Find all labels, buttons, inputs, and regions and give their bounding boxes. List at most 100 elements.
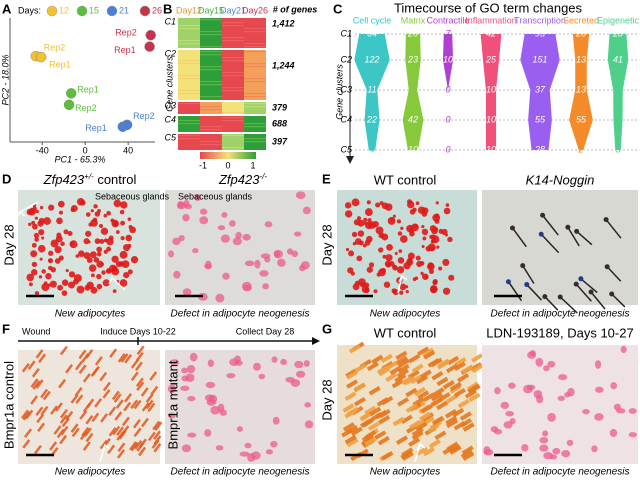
- cell: [86, 257, 93, 263]
- cell: [100, 227, 109, 235]
- row-label: C2: [340, 54, 352, 64]
- cell: [412, 397, 425, 407]
- cell: [434, 430, 447, 441]
- hair: [605, 219, 622, 239]
- cell: [31, 242, 37, 248]
- cell: [96, 251, 102, 257]
- cell: [74, 360, 83, 371]
- cell: [68, 271, 76, 278]
- cell: [124, 354, 133, 364]
- cell: [235, 231, 242, 239]
- cell: [220, 234, 230, 243]
- cell: [394, 251, 398, 255]
- cell: [22, 439, 31, 449]
- cell: [628, 408, 637, 414]
- cell: [285, 376, 295, 383]
- heatmap-stripe: [178, 40, 200, 42]
- cell: [344, 391, 357, 401]
- cell: [442, 380, 455, 390]
- cell: [167, 412, 176, 419]
- cell: [362, 435, 375, 445]
- cell: [24, 428, 33, 438]
- cell: [181, 444, 191, 453]
- cell: [407, 252, 415, 260]
- cell: [344, 202, 352, 209]
- cell: [420, 271, 424, 276]
- cell: [71, 427, 80, 438]
- cell: [549, 454, 557, 460]
- term-label: Epigenetic: [597, 15, 640, 25]
- heatmap-stripe: [244, 141, 266, 143]
- cell: [405, 289, 409, 294]
- cell: [521, 444, 529, 452]
- caption: Defect in adipocyte neogenesis: [491, 467, 630, 478]
- cell: [199, 208, 208, 215]
- cell: [121, 260, 130, 269]
- cell: [21, 362, 30, 373]
- cell: [78, 250, 85, 258]
- cell: [483, 449, 494, 456]
- count-label: 11: [367, 84, 376, 94]
- cell: [37, 244, 46, 253]
- heatmap-stripe: [244, 31, 266, 33]
- cell: [115, 399, 124, 409]
- cell: [138, 446, 147, 457]
- cell: [78, 364, 87, 374]
- hair: [576, 230, 593, 246]
- cell: [152, 420, 161, 431]
- point-label: Rep2: [75, 103, 97, 113]
- hair: [526, 284, 543, 301]
- cell: [30, 395, 39, 405]
- cell: [293, 231, 302, 237]
- cell: [421, 228, 429, 236]
- cell: [60, 425, 69, 436]
- cell: [435, 201, 439, 205]
- cell: [378, 268, 386, 277]
- cell: [394, 373, 407, 383]
- heatmap-stripe: [200, 66, 222, 68]
- cell: [37, 422, 46, 433]
- cell: [527, 351, 537, 359]
- cell: [382, 254, 387, 259]
- cell: [369, 406, 382, 417]
- cell: [381, 451, 394, 461]
- follicle: [557, 294, 563, 300]
- cell: [121, 416, 130, 427]
- arrow: [16, 201, 39, 219]
- panel-label: D: [2, 171, 11, 186]
- row-label: C5: [340, 144, 352, 154]
- cell: [111, 267, 120, 276]
- heatmap-stripe: [178, 43, 200, 45]
- cell: [85, 230, 92, 237]
- cell: [272, 416, 280, 425]
- hair: [567, 226, 580, 247]
- heatmap-stripe: [222, 120, 244, 122]
- cell: [94, 398, 103, 408]
- cell: [85, 349, 94, 359]
- cell: [173, 270, 181, 279]
- heatmap-stripe: [244, 63, 266, 65]
- cell: [395, 350, 408, 361]
- cell: [422, 236, 427, 241]
- cell: [96, 273, 102, 280]
- hair: [606, 266, 622, 282]
- heatmap-stripe: [222, 22, 244, 24]
- cell: [430, 392, 443, 402]
- cell: [353, 396, 366, 407]
- x-tick-label: 0: [83, 145, 88, 155]
- cell: [408, 353, 421, 364]
- cell: [31, 261, 38, 268]
- cell: [31, 220, 36, 225]
- cell: [542, 430, 549, 437]
- heatmap-cell: [200, 50, 222, 100]
- cell: [117, 442, 126, 453]
- cell: [254, 259, 261, 269]
- cell: [75, 394, 84, 404]
- cell: [613, 403, 622, 411]
- legend-swatch: [139, 5, 151, 17]
- cell: [109, 348, 118, 358]
- arrow: [414, 442, 426, 463]
- point-label: Rep2: [115, 28, 137, 38]
- cell: [446, 418, 459, 429]
- cell: [421, 225, 425, 229]
